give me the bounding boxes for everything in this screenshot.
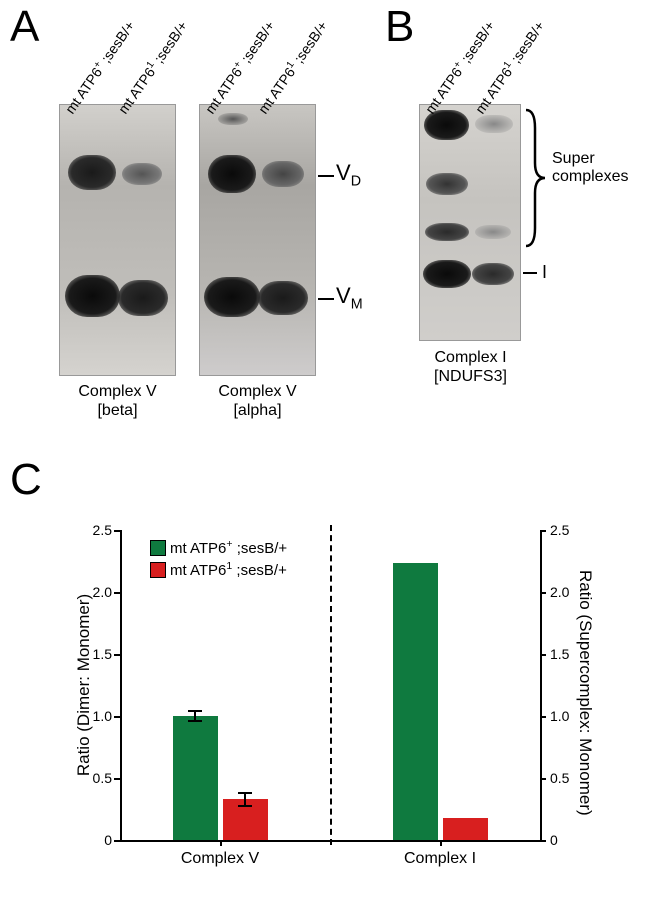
band-vm-lane2 xyxy=(258,281,308,315)
blot-complexV-beta xyxy=(60,105,175,375)
band-vd-lane1 xyxy=(208,155,256,193)
y-tick xyxy=(540,840,546,842)
legend-text: mt ATP61 ;sesB/+ xyxy=(170,560,287,579)
panel-c-label: C xyxy=(10,455,42,505)
x-tick xyxy=(440,840,442,846)
band-I-lane1 xyxy=(423,260,471,288)
y-tick xyxy=(114,592,120,594)
y-axis-left xyxy=(120,530,122,842)
y-tick-label: 2.5 xyxy=(82,522,112,538)
marker-tick xyxy=(318,175,334,177)
blot-complexV-alpha xyxy=(200,105,315,375)
error-cap xyxy=(238,805,252,807)
bar xyxy=(443,818,488,840)
caption-line: [beta] xyxy=(97,402,137,419)
y-tick-label: 2.5 xyxy=(550,522,580,538)
band-vd-lane2 xyxy=(262,161,304,187)
blot-caption: Complex V [alpha] xyxy=(195,382,320,420)
legend-text: mt ATP6+ ;sesB/+ xyxy=(170,538,287,557)
blot-caption: Complex I [NDUFS3] xyxy=(413,348,528,386)
marker-tick xyxy=(523,272,537,274)
band-sc3-l2 xyxy=(475,225,511,239)
chart-container: 00.51.01.52.02.5 00.51.01.52.02.5 Ratio … xyxy=(70,510,590,890)
y-axis-right xyxy=(540,530,542,842)
blot-caption: Complex V [beta] xyxy=(55,382,180,420)
y-tick xyxy=(114,654,120,656)
y-tick xyxy=(114,778,120,780)
cat-complexV: Complex V xyxy=(160,850,280,868)
panel-a-label: A xyxy=(10,2,39,52)
supercomplex-label: Supercomplexes xyxy=(552,150,628,185)
band-top xyxy=(218,113,248,125)
complexI-label: I xyxy=(542,262,547,283)
y-tick xyxy=(114,716,120,718)
band-vd-lane1 xyxy=(68,155,116,190)
band-sc3 xyxy=(425,223,469,241)
legend-swatch xyxy=(150,562,166,578)
y-tick xyxy=(114,840,120,842)
band-vm-lane2 xyxy=(118,280,168,316)
caption-line: Complex V xyxy=(78,383,156,400)
caption-line: Complex V xyxy=(218,383,296,400)
y-tick xyxy=(114,530,120,532)
legend-swatch xyxy=(150,540,166,556)
error-cap xyxy=(188,710,202,712)
bar xyxy=(393,563,438,840)
band-vd-lane2 xyxy=(122,163,162,185)
chart-divider xyxy=(330,525,332,845)
y-tick xyxy=(540,592,546,594)
vm-label: VM xyxy=(336,283,363,312)
y-tick xyxy=(540,654,546,656)
y-tick xyxy=(540,530,546,532)
panel-b-label: B xyxy=(385,2,414,52)
vd-label: VD xyxy=(336,160,361,189)
y-title-right: Ratio (Supercomplex: Monomer) xyxy=(575,570,595,800)
band-sc2 xyxy=(426,173,468,195)
y-tick xyxy=(540,716,546,718)
y-tick-label: 0 xyxy=(82,832,112,848)
blot-complexI xyxy=(420,105,520,340)
band-sc1 xyxy=(424,110,469,140)
bar xyxy=(173,716,218,840)
marker-tick xyxy=(318,298,334,300)
band-sc1-l2 xyxy=(475,115,513,133)
brace-supercomplexes xyxy=(523,108,548,248)
band-I-lane2 xyxy=(472,263,514,285)
error-cap xyxy=(188,720,202,722)
band-vm-lane1 xyxy=(204,277,260,317)
y-tick xyxy=(540,778,546,780)
band-vm-lane1 xyxy=(65,275,120,317)
caption-line: Complex I xyxy=(434,349,506,366)
caption-line: [alpha] xyxy=(233,402,281,419)
y-title-left: Ratio (Dimer: Monomer) xyxy=(74,585,94,785)
cat-complexI: Complex I xyxy=(380,850,500,868)
error-cap xyxy=(238,792,252,794)
x-tick xyxy=(220,840,222,846)
caption-line: [NDUFS3] xyxy=(434,368,507,385)
y-tick-label: 0 xyxy=(550,832,580,848)
